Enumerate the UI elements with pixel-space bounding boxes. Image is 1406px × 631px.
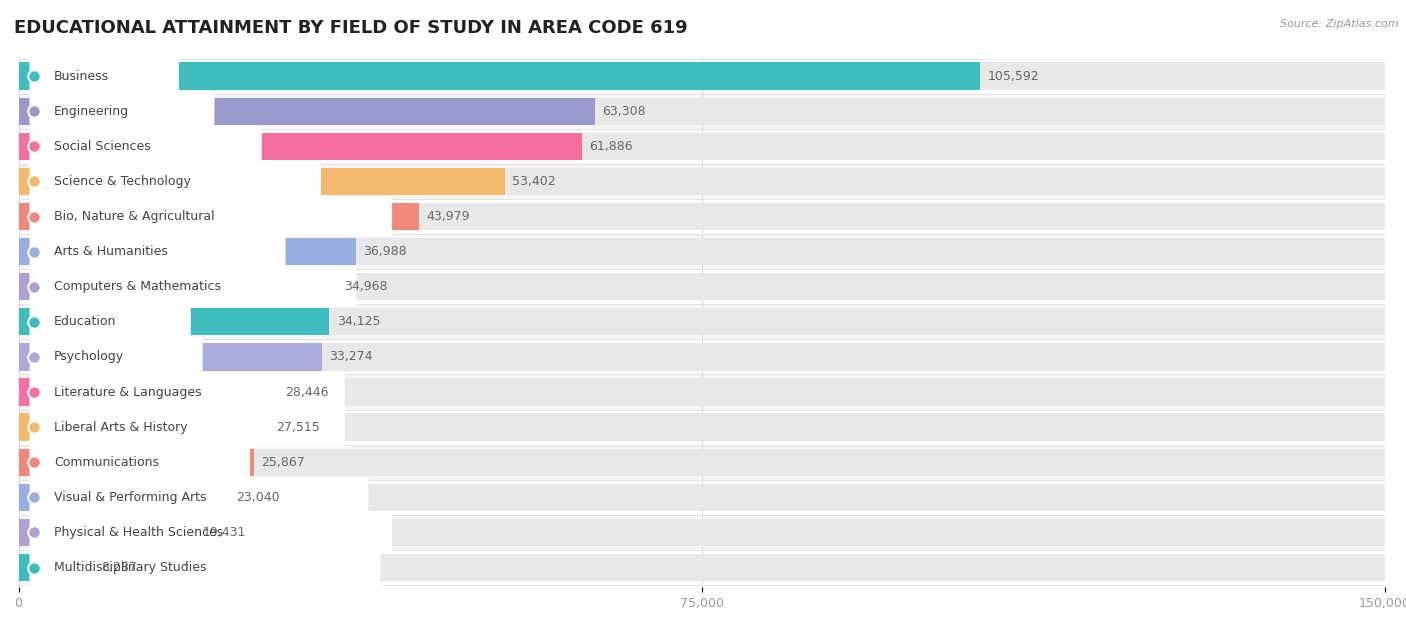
FancyBboxPatch shape (18, 550, 1385, 585)
Bar (18, 308, 329, 336)
Bar (18, 379, 278, 406)
Bar (18, 273, 337, 300)
Text: Computers & Mathematics: Computers & Mathematics (55, 280, 221, 293)
FancyBboxPatch shape (18, 234, 1385, 269)
FancyBboxPatch shape (30, 372, 344, 413)
FancyBboxPatch shape (18, 129, 1385, 164)
Text: 23,040: 23,040 (236, 491, 280, 504)
Text: 36,988: 36,988 (363, 245, 406, 258)
FancyBboxPatch shape (30, 302, 191, 342)
Bar (18, 98, 595, 125)
Text: Liberal Arts & History: Liberal Arts & History (55, 421, 188, 433)
Text: 63,308: 63,308 (603, 105, 647, 118)
Text: 53,402: 53,402 (512, 175, 555, 188)
FancyBboxPatch shape (30, 477, 368, 517)
FancyBboxPatch shape (18, 480, 1385, 515)
FancyBboxPatch shape (30, 266, 357, 307)
Bar (18, 98, 1385, 125)
Bar (18, 483, 229, 511)
Bar (18, 343, 322, 370)
FancyBboxPatch shape (30, 442, 250, 483)
Text: Source: ZipAtlas.com: Source: ZipAtlas.com (1281, 19, 1399, 29)
FancyBboxPatch shape (18, 199, 1385, 234)
Text: 34,125: 34,125 (336, 316, 380, 328)
Text: Psychology: Psychology (55, 350, 124, 363)
Bar (18, 449, 1385, 476)
Text: 33,274: 33,274 (329, 350, 373, 363)
Text: Science & Technology: Science & Technology (55, 175, 191, 188)
Text: Social Sciences: Social Sciences (55, 140, 150, 153)
Bar (18, 168, 1385, 195)
Bar (18, 168, 505, 195)
Text: EDUCATIONAL ATTAINMENT BY FIELD OF STUDY IN AREA CODE 619: EDUCATIONAL ATTAINMENT BY FIELD OF STUDY… (14, 19, 688, 37)
Text: 43,979: 43,979 (426, 210, 470, 223)
Bar (18, 413, 1385, 441)
Text: Literature & Languages: Literature & Languages (55, 386, 202, 399)
Bar (18, 62, 980, 90)
Text: Communications: Communications (55, 456, 159, 469)
Text: 25,867: 25,867 (262, 456, 305, 469)
FancyBboxPatch shape (18, 164, 1385, 199)
Bar (18, 519, 1385, 546)
Bar (18, 308, 1385, 336)
Bar (18, 343, 1385, 370)
Text: Visual & Performing Arts: Visual & Performing Arts (55, 491, 207, 504)
Text: Arts & Humanities: Arts & Humanities (55, 245, 167, 258)
Bar (18, 483, 1385, 511)
FancyBboxPatch shape (30, 547, 380, 588)
Bar (18, 133, 1385, 160)
FancyBboxPatch shape (18, 410, 1385, 445)
FancyBboxPatch shape (18, 59, 1385, 93)
FancyBboxPatch shape (30, 512, 392, 553)
Text: Physical & Health Sciences: Physical & Health Sciences (55, 526, 224, 539)
FancyBboxPatch shape (18, 515, 1385, 550)
Text: 8,287: 8,287 (101, 561, 138, 574)
Text: Education: Education (55, 316, 117, 328)
Text: Multidisciplinary Studies: Multidisciplinary Studies (55, 561, 207, 574)
FancyBboxPatch shape (18, 339, 1385, 374)
FancyBboxPatch shape (30, 196, 392, 237)
Bar (18, 554, 94, 581)
FancyBboxPatch shape (30, 231, 285, 272)
Text: 34,968: 34,968 (344, 280, 388, 293)
FancyBboxPatch shape (30, 56, 179, 97)
Bar (18, 133, 582, 160)
Bar (18, 273, 1385, 300)
Bar (18, 413, 269, 441)
Text: 105,592: 105,592 (987, 69, 1039, 83)
Text: Bio, Nature & Agricultural: Bio, Nature & Agricultural (55, 210, 215, 223)
Bar (18, 519, 195, 546)
Text: Engineering: Engineering (55, 105, 129, 118)
FancyBboxPatch shape (30, 407, 344, 447)
Bar (18, 554, 1385, 581)
FancyBboxPatch shape (18, 269, 1385, 304)
FancyBboxPatch shape (18, 304, 1385, 339)
FancyBboxPatch shape (18, 374, 1385, 410)
Bar (18, 449, 254, 476)
Bar (18, 203, 419, 230)
Text: 27,515: 27,515 (277, 421, 321, 433)
FancyBboxPatch shape (30, 336, 202, 377)
FancyBboxPatch shape (30, 126, 262, 167)
Text: 19,431: 19,431 (202, 526, 246, 539)
FancyBboxPatch shape (18, 445, 1385, 480)
Bar (18, 379, 1385, 406)
Text: Business: Business (55, 69, 110, 83)
Text: 28,446: 28,446 (285, 386, 329, 399)
FancyBboxPatch shape (30, 91, 215, 132)
Text: 61,886: 61,886 (589, 140, 633, 153)
Bar (18, 238, 356, 265)
FancyBboxPatch shape (30, 161, 321, 202)
Bar (18, 203, 1385, 230)
Bar (18, 238, 1385, 265)
Bar (18, 62, 1385, 90)
FancyBboxPatch shape (18, 93, 1385, 129)
